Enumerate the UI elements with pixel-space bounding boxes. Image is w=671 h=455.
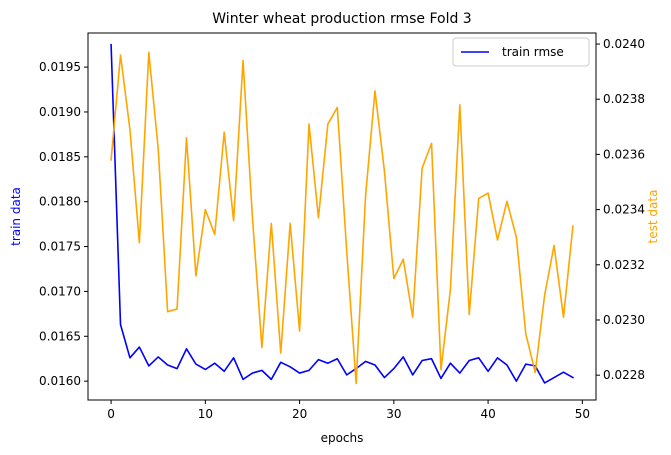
y-axis-right: 0.0228 0.0230 0.0232 0.0234 0.0236 0.0238 0.02… xyxy=(596,37,645,382)
y-axis-left-label: train data xyxy=(9,187,23,246)
y-right-tick-label: 0.0234 xyxy=(603,203,645,217)
y-right-tick-label: 0.0230 xyxy=(603,313,645,327)
x-tick-label: 0 xyxy=(107,407,115,421)
x-axis: 0 10 20 30 40 50 xyxy=(107,400,590,421)
y-left-tick-label: 0.0190 xyxy=(39,105,81,119)
y-right-tick-label: 0.0236 xyxy=(603,147,645,161)
x-tick-label: 50 xyxy=(575,407,590,421)
x-tick-label: 40 xyxy=(480,407,495,421)
series-line-test xyxy=(110,51,574,385)
y-left-tick-label: 0.0195 xyxy=(39,60,81,74)
legend-label-train-rmse: train rmse xyxy=(502,45,564,59)
plot-frame xyxy=(87,32,597,401)
y-left-tick-label: 0.0185 xyxy=(39,150,81,164)
series-line-train xyxy=(110,43,575,384)
y-right-tick-label: 0.0240 xyxy=(603,37,645,51)
legend-box xyxy=(452,37,590,67)
legend: train rmse xyxy=(452,37,590,67)
y-left-tick-label: 0.0180 xyxy=(39,195,81,209)
y-left-tick-label: 0.0165 xyxy=(39,329,81,343)
x-tick-label: 10 xyxy=(198,407,213,421)
y-right-tick-label: 0.0238 xyxy=(603,92,645,106)
y-axis-left: 0.0160 0.0165 0.0170 0.0175 0.0180 0.0185 0.01… xyxy=(39,60,88,388)
y-left-tick-label: 0.0170 xyxy=(39,284,81,298)
y-left-tick-label: 0.0160 xyxy=(39,374,81,388)
x-axis-label: epochs xyxy=(321,431,364,445)
x-tick-label: 20 xyxy=(292,407,307,421)
series-layer xyxy=(110,43,575,385)
chart-title: Winter wheat production rmse Fold 3 xyxy=(212,11,471,27)
y-axis-right-label: test data xyxy=(646,190,660,244)
y-right-tick-label: 0.0228 xyxy=(603,368,645,382)
x-tick-label: 30 xyxy=(386,407,401,421)
y-right-tick-label: 0.0232 xyxy=(603,258,645,272)
y-left-tick-label: 0.0175 xyxy=(39,240,81,254)
